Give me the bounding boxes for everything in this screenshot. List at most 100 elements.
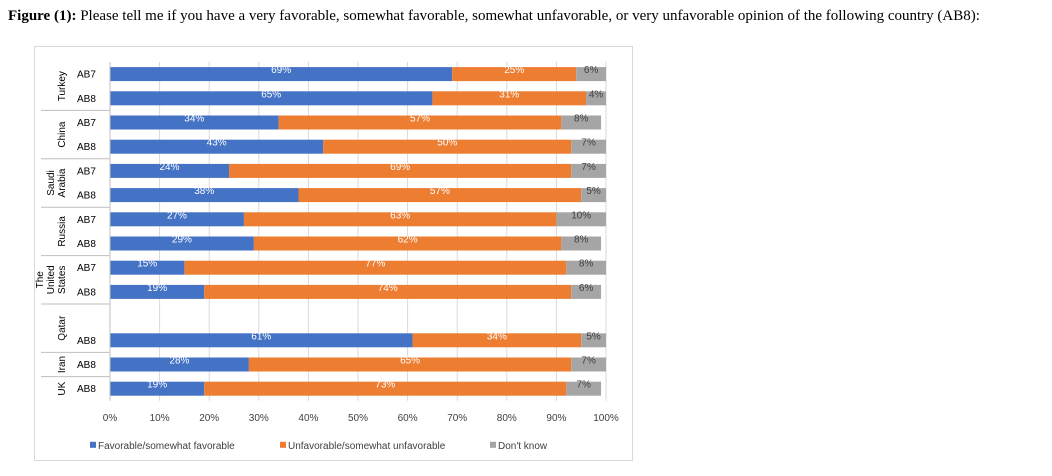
group-label-line: The [35,271,46,289]
category-label: AB8 [77,94,96,105]
data-label: 24% [160,162,180,173]
data-label: 29% [172,235,192,246]
category-label: AB7 [77,166,96,177]
category-label: AB8 [77,142,96,153]
group-label: Iran [57,356,68,373]
group-label-line: Russia [57,216,68,247]
x-tick-label: 20% [199,413,219,424]
bar-segment [323,139,572,154]
group-label: Qatar [57,315,68,341]
bar-segment [452,67,577,82]
chart-frame: 0% 10% 20% 30% 40% 50% 60% 70% 80% 90% 100% 69% 25% 6… [34,46,633,461]
data-label: 4% [589,89,604,100]
data-label: 5% [586,186,601,197]
data-label: 57% [410,114,430,125]
legend-swatch [90,441,96,448]
bar-segment [571,284,602,299]
figure-caption-label: Figure (1): [8,8,77,24]
category-label: AB8 [77,360,96,371]
bar-segment [110,139,324,154]
data-label: 7% [581,162,596,173]
x-tick-label: 50% [348,413,368,424]
bar-segment [571,357,606,372]
bar-segment [110,91,433,106]
bar-segment [566,381,602,396]
category-label: AB8 [77,239,96,250]
data-label: 7% [581,138,596,149]
x-tick-label: 10% [150,413,170,424]
group-label-line: Saudi [46,170,57,196]
data-label: 7% [581,356,596,367]
data-label: 65% [400,356,420,367]
bar-segment [184,260,567,275]
bar-segment [412,333,582,348]
data-label: 34% [487,331,507,342]
group-label-line: Arabia [57,168,68,197]
data-label: 19% [147,283,167,294]
bar-segment [110,381,205,396]
bar-segment [576,67,606,82]
bar-segment [110,212,244,227]
group-label-line: Iran [57,356,68,373]
bar-segment [204,284,572,299]
data-label: 61% [251,331,271,342]
data-label: 62% [398,235,418,246]
bar-segment [110,188,299,203]
data-label: 27% [167,210,187,221]
data-label: 50% [437,138,457,149]
figure-caption-text: Please tell me if you have a very favora… [80,8,980,24]
bar-segment [586,91,606,106]
group-label-line: United [46,265,57,294]
data-label: 65% [261,89,281,100]
bar-segment [581,188,606,203]
data-label: 19% [147,380,167,391]
category-label: AB8 [77,384,96,395]
data-label: 28% [169,356,189,367]
data-label: 6% [579,283,594,294]
category-label: AB7 [77,70,96,81]
legend-swatch [490,441,496,448]
data-label: 73% [375,380,395,391]
legend-swatch [280,441,286,448]
data-label: 38% [194,186,214,197]
stacked-bar-chart: 0% 10% 20% 30% 40% 50% 60% 70% 80% 90% 100% 69% 25% 6… [35,62,619,452]
x-tick-label: 0% [103,413,118,424]
data-label: 15% [137,259,157,270]
bar-segment [566,260,606,275]
bar-segment [248,357,572,372]
bar-segment [110,67,453,82]
data-label: 69% [390,162,410,173]
x-tick-label: 100% [593,413,619,424]
x-tick-label: 70% [447,413,467,424]
figure-caption: Figure (1): Please tell me if you have a… [8,8,1048,25]
group-label: TheUnitedStates [35,265,68,294]
data-label: 6% [584,65,599,76]
bar-segment [571,163,606,178]
bar-segment [110,236,254,251]
group-label-line: Qatar [57,315,68,341]
group-label-line: UK [57,381,68,395]
data-label: 8% [579,259,594,270]
group-label-line: China [57,121,68,148]
group-label-line: States [57,266,68,294]
category-label: AB8 [77,287,96,298]
data-label: 10% [571,210,591,221]
bar-segment [243,212,557,227]
data-label: 7% [576,380,591,391]
bar-segment [229,163,572,178]
bar-segment [581,333,606,348]
group-label: China [57,121,68,148]
bar-segment [110,163,230,178]
category-label: AB7 [77,118,96,129]
group-label-line: Turkey [57,71,68,101]
x-tick-label: 90% [546,413,566,424]
data-label: 77% [365,259,385,270]
data-label: 8% [574,235,589,246]
bar-segment [110,260,185,275]
bar-segment [298,188,582,203]
category-label: AB8 [77,191,96,202]
bar-segment [204,381,567,396]
bar-segment [253,236,562,251]
bar-segment [278,115,562,130]
data-label: 43% [207,138,227,149]
